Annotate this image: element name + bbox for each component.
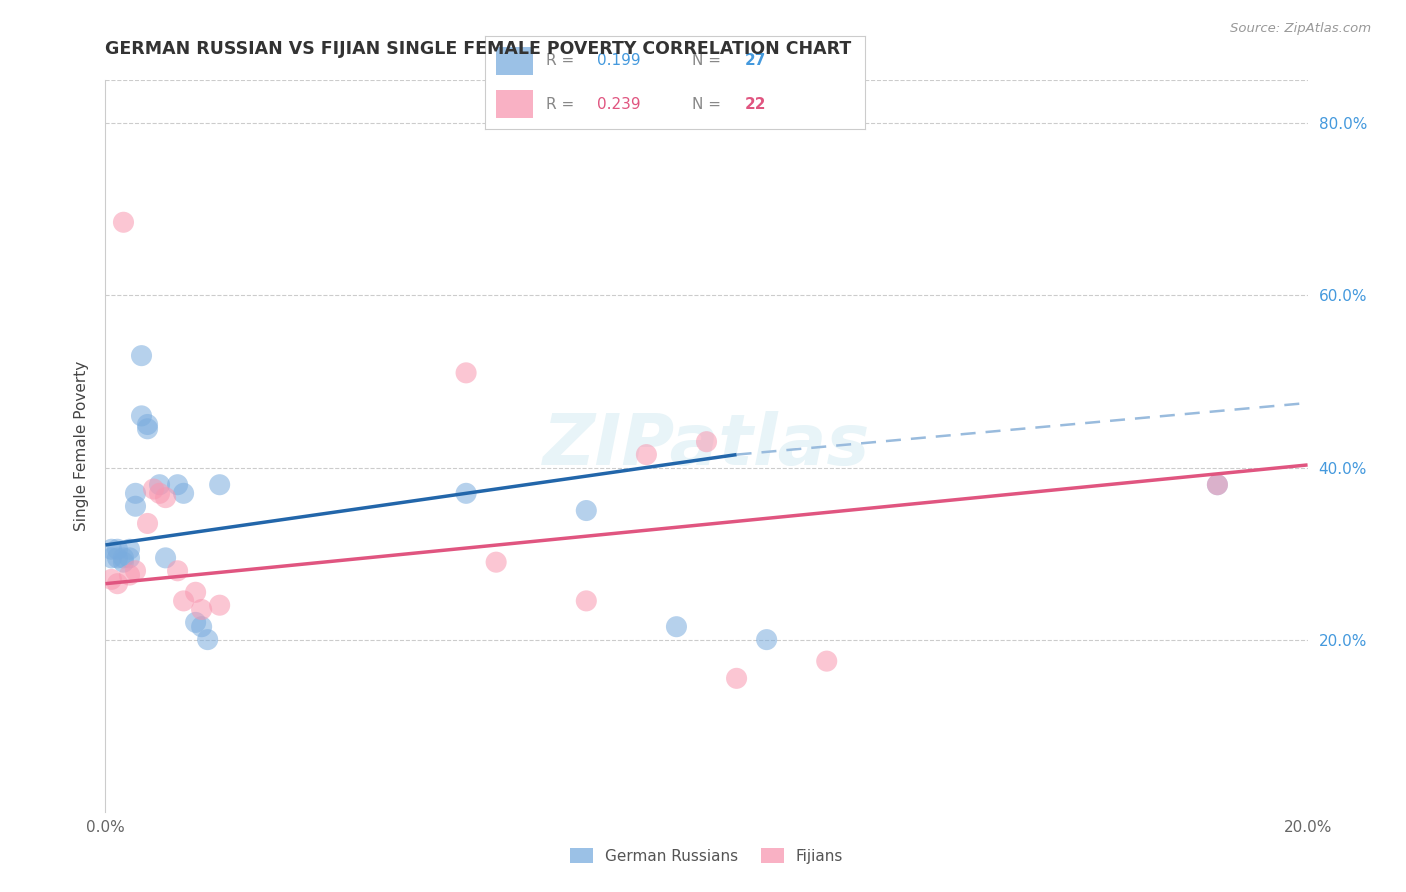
Point [485, 555, 508, 569]
Point [755, 632, 778, 647]
Text: 27: 27 [745, 54, 766, 69]
Point [575, 503, 598, 517]
Point [1206, 477, 1229, 491]
Point [184, 615, 207, 630]
Point [118, 542, 141, 557]
Point [112, 550, 135, 565]
Legend: German Russians, Fijians: German Russians, Fijians [564, 842, 849, 870]
Point [107, 576, 129, 591]
Point [107, 550, 129, 565]
Point [107, 542, 129, 557]
Point [696, 434, 718, 449]
Point [100, 542, 122, 557]
Point [454, 486, 477, 500]
Text: R =: R = [546, 54, 579, 69]
Text: 0.239: 0.239 [598, 96, 641, 112]
Point [142, 482, 165, 496]
Text: 0.199: 0.199 [598, 54, 641, 69]
Point [136, 422, 159, 436]
Point [148, 477, 170, 491]
Point [148, 486, 170, 500]
Point [190, 620, 212, 634]
Point [636, 448, 658, 462]
Point [166, 477, 188, 491]
Point [118, 550, 141, 565]
Point [725, 671, 748, 685]
Point [173, 486, 195, 500]
Point [173, 594, 195, 608]
Point [124, 486, 146, 500]
Point [184, 585, 207, 599]
Point [131, 349, 153, 363]
Point [197, 632, 219, 647]
Point [454, 366, 477, 380]
Point [112, 555, 135, 569]
Text: N =: N = [692, 54, 725, 69]
Point [155, 550, 177, 565]
Point [124, 564, 146, 578]
Text: Source: ZipAtlas.com: Source: ZipAtlas.com [1230, 22, 1371, 36]
Point [124, 500, 146, 514]
Point [190, 602, 212, 616]
Point [665, 620, 688, 634]
Point [100, 573, 122, 587]
Text: GERMAN RUSSIAN VS FIJIAN SINGLE FEMALE POVERTY CORRELATION CHART: GERMAN RUSSIAN VS FIJIAN SINGLE FEMALE P… [105, 40, 852, 58]
Point [136, 516, 159, 531]
Point [118, 568, 141, 582]
Text: R =: R = [546, 96, 579, 112]
Text: 22: 22 [745, 96, 766, 112]
Text: ZIPatlas: ZIPatlas [543, 411, 870, 481]
Y-axis label: Single Female Poverty: Single Female Poverty [73, 361, 89, 531]
Point [575, 594, 598, 608]
Point [208, 477, 231, 491]
Point [131, 409, 153, 423]
FancyBboxPatch shape [496, 90, 533, 118]
Point [815, 654, 838, 668]
FancyBboxPatch shape [496, 47, 533, 75]
Point [100, 550, 122, 565]
Point [208, 598, 231, 612]
Text: N =: N = [692, 96, 725, 112]
Point [155, 491, 177, 505]
Point [112, 215, 135, 229]
Point [1206, 477, 1229, 491]
Point [136, 417, 159, 432]
Point [166, 564, 188, 578]
